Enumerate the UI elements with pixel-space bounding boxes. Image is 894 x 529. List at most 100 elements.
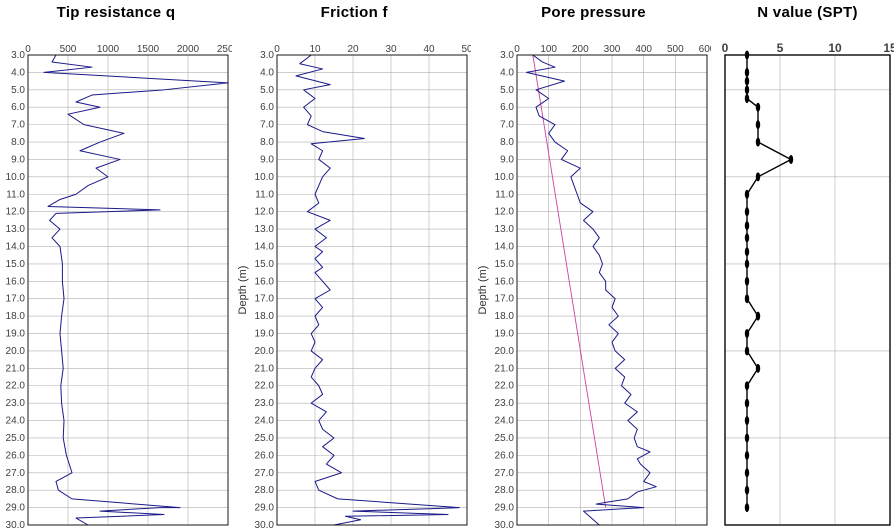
- svg-text:Depth (m): Depth (m): [477, 266, 489, 315]
- svg-text:25.0: 25.0: [494, 433, 514, 444]
- chart-pore: 01002003004005006003.04.05.06.07.08.09.0…: [477, 23, 711, 529]
- svg-text:14.0: 14.0: [255, 241, 275, 252]
- svg-text:21.0: 21.0: [255, 363, 275, 374]
- svg-text:8.0: 8.0: [500, 137, 514, 148]
- panel-title-pore: Pore pressure: [541, 4, 646, 21]
- svg-text:3.0: 3.0: [11, 50, 25, 61]
- svg-text:300: 300: [603, 44, 620, 55]
- svg-text:30.0: 30.0: [6, 520, 26, 529]
- svg-text:10: 10: [310, 44, 322, 55]
- svg-text:27.0: 27.0: [494, 468, 514, 479]
- svg-text:29.0: 29.0: [6, 503, 26, 514]
- svg-text:50: 50: [462, 44, 472, 55]
- panel-friction: Friction f010203040503.04.05.06.07.08.09…: [237, 4, 471, 529]
- svg-text:2000: 2000: [177, 44, 200, 55]
- svg-text:600: 600: [698, 44, 710, 55]
- svg-text:28.0: 28.0: [494, 485, 514, 496]
- chart-friction: 010203040503.04.05.06.07.08.09.010.011.0…: [237, 23, 471, 529]
- svg-text:10.0: 10.0: [494, 172, 514, 183]
- svg-text:29.0: 29.0: [494, 503, 514, 514]
- svg-text:500: 500: [60, 44, 77, 55]
- svg-text:9.0: 9.0: [11, 154, 25, 165]
- panel-title-tip: Tip resistance q: [57, 4, 176, 21]
- svg-text:14.0: 14.0: [494, 241, 514, 252]
- svg-text:27.0: 27.0: [255, 468, 275, 479]
- svg-text:13.0: 13.0: [494, 224, 514, 235]
- chart-spt: 051015: [721, 23, 894, 529]
- svg-text:18.0: 18.0: [255, 311, 275, 322]
- svg-text:0: 0: [274, 44, 280, 55]
- svg-text:20.0: 20.0: [6, 346, 26, 357]
- svg-text:13.0: 13.0: [255, 224, 275, 235]
- svg-text:22.0: 22.0: [494, 381, 514, 392]
- chart-tip: 050010001500200025003.04.05.06.07.08.09.…: [0, 23, 232, 529]
- svg-text:2500: 2500: [217, 44, 232, 55]
- svg-text:8.0: 8.0: [260, 137, 274, 148]
- svg-text:12.0: 12.0: [255, 207, 275, 218]
- svg-text:20.0: 20.0: [255, 346, 275, 357]
- svg-text:5.0: 5.0: [260, 85, 274, 96]
- svg-text:16.0: 16.0: [6, 276, 26, 287]
- svg-text:15.0: 15.0: [255, 259, 275, 270]
- svg-text:0: 0: [514, 44, 520, 55]
- svg-text:19.0: 19.0: [494, 329, 514, 340]
- svg-text:10.0: 10.0: [255, 172, 275, 183]
- svg-text:22.0: 22.0: [255, 381, 275, 392]
- svg-text:3.0: 3.0: [500, 50, 514, 61]
- svg-text:1000: 1000: [97, 44, 120, 55]
- svg-text:6.0: 6.0: [500, 102, 514, 113]
- svg-text:7.0: 7.0: [11, 120, 25, 131]
- panel-tip: Tip resistance q050010001500200025003.04…: [0, 4, 232, 529]
- svg-text:17.0: 17.0: [6, 294, 26, 305]
- svg-text:1500: 1500: [137, 44, 160, 55]
- svg-text:8.0: 8.0: [11, 137, 25, 148]
- svg-text:14.0: 14.0: [6, 241, 26, 252]
- svg-text:19.0: 19.0: [255, 329, 275, 340]
- svg-text:26.0: 26.0: [255, 450, 275, 461]
- svg-text:27.0: 27.0: [6, 468, 26, 479]
- panel-spt: N value (SPT)051015: [721, 4, 894, 529]
- svg-text:24.0: 24.0: [494, 416, 514, 427]
- svg-text:15: 15: [883, 41, 894, 55]
- svg-text:9.0: 9.0: [500, 154, 514, 165]
- panel-pore: Pore pressure01002003004005006003.04.05.…: [477, 4, 711, 529]
- svg-text:15.0: 15.0: [494, 259, 514, 270]
- svg-text:16.0: 16.0: [494, 276, 514, 287]
- svg-text:28.0: 28.0: [255, 485, 275, 496]
- svg-text:18.0: 18.0: [494, 311, 514, 322]
- svg-text:5.0: 5.0: [500, 85, 514, 96]
- svg-text:3.0: 3.0: [260, 50, 274, 61]
- svg-text:7.0: 7.0: [500, 120, 514, 131]
- svg-text:5.0: 5.0: [11, 85, 25, 96]
- svg-text:30.0: 30.0: [494, 520, 514, 529]
- svg-text:11.0: 11.0: [256, 189, 275, 200]
- svg-text:4.0: 4.0: [500, 67, 514, 78]
- svg-text:24.0: 24.0: [255, 416, 275, 427]
- svg-text:20.0: 20.0: [494, 346, 514, 357]
- svg-text:26.0: 26.0: [6, 450, 26, 461]
- svg-text:500: 500: [666, 44, 683, 55]
- svg-text:40: 40: [424, 44, 436, 55]
- svg-text:13.0: 13.0: [6, 224, 26, 235]
- svg-text:10: 10: [828, 41, 842, 55]
- svg-text:6.0: 6.0: [11, 102, 25, 113]
- svg-text:20: 20: [348, 44, 360, 55]
- svg-text:6.0: 6.0: [260, 102, 274, 113]
- svg-text:100: 100: [540, 44, 557, 55]
- svg-text:10.0: 10.0: [6, 172, 26, 183]
- svg-text:11.0: 11.0: [495, 189, 514, 200]
- svg-text:12.0: 12.0: [6, 207, 26, 218]
- svg-text:25.0: 25.0: [6, 433, 26, 444]
- svg-text:9.0: 9.0: [260, 154, 274, 165]
- svg-text:4.0: 4.0: [11, 67, 25, 78]
- svg-text:7.0: 7.0: [260, 120, 274, 131]
- svg-text:400: 400: [635, 44, 652, 55]
- svg-text:4.0: 4.0: [260, 67, 274, 78]
- svg-text:23.0: 23.0: [494, 398, 514, 409]
- panel-title-friction: Friction f: [321, 4, 388, 21]
- svg-text:30.0: 30.0: [255, 520, 275, 529]
- svg-text:11.0: 11.0: [6, 189, 25, 200]
- svg-text:21.0: 21.0: [494, 363, 514, 374]
- svg-text:22.0: 22.0: [6, 381, 26, 392]
- svg-text:12.0: 12.0: [494, 207, 514, 218]
